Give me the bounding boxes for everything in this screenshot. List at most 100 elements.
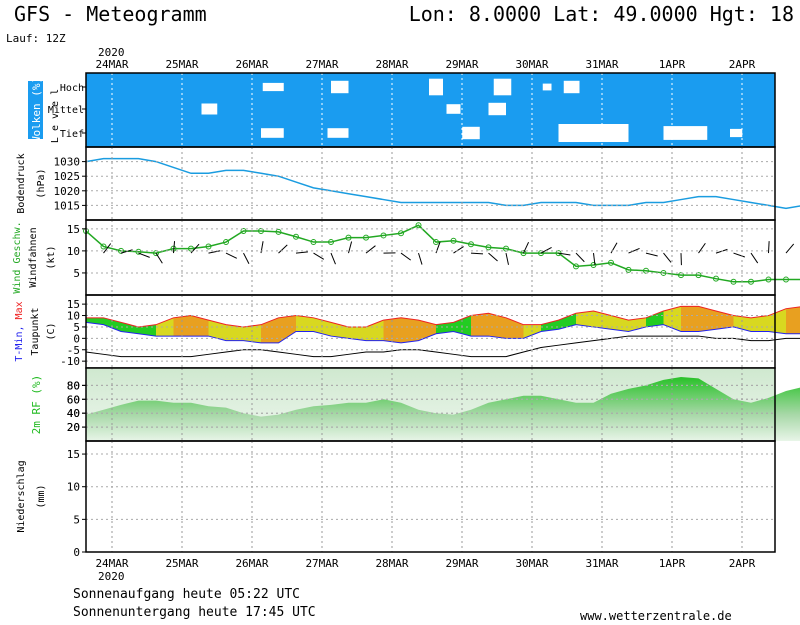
cloud-block — [331, 80, 349, 94]
temperature-band-segment — [681, 306, 699, 332]
wind-speed-point — [240, 228, 247, 235]
wind-speed-point — [275, 228, 282, 235]
wind-speed-point — [293, 233, 299, 240]
panel-ylabel2: Windfahnen — [28, 227, 39, 287]
panel-ylabel: 2m RF (%) — [30, 375, 43, 435]
wind-barb — [733, 252, 746, 258]
y-tick-label: 0 — [73, 332, 80, 345]
temperature-band-segment — [646, 310, 664, 327]
temperature-band-segment — [768, 308, 786, 334]
tmin-line — [85, 321, 800, 344]
date-label-bottom: 27MAR — [305, 557, 338, 570]
wind-barb — [575, 252, 585, 263]
date-label-top: 1APR — [659, 58, 686, 71]
y-tick-label: 15 — [67, 448, 80, 461]
wind-barb — [330, 252, 336, 265]
y-tick-label: 20 — [67, 421, 80, 434]
cloud-block — [730, 128, 743, 138]
temperature-band-segment — [296, 315, 314, 332]
wind-speed-point — [345, 234, 352, 241]
y-tick-label: 15 — [67, 223, 80, 236]
temperature-band-segment — [541, 320, 559, 332]
y-tick-label: 80 — [67, 379, 80, 392]
wind-barb — [698, 242, 706, 254]
date-label-bottom: 24MAR — [95, 557, 128, 570]
wind-speed-point — [398, 230, 404, 237]
cloud-level-label: Tief — [60, 129, 84, 140]
cloud-block — [558, 124, 629, 142]
wind-speed-point — [783, 276, 789, 283]
cloud-block — [429, 78, 443, 96]
y-tick-label: 5 — [73, 321, 80, 334]
panel-ylabel: Wolken (%) — [30, 77, 43, 143]
cloud-block — [563, 80, 580, 94]
panel-ylabel: Wind Geschw. — [12, 221, 23, 293]
dewpoint-line — [85, 335, 800, 358]
panel-ylabel2: (mm) — [36, 484, 47, 508]
wind-speed-point — [520, 250, 527, 257]
y-tick-label: 5 — [73, 513, 80, 526]
wind-speed-point — [118, 247, 124, 254]
temperature-band-segment — [226, 324, 244, 341]
wind-barb — [120, 249, 133, 254]
wind-speed-point — [765, 276, 772, 283]
panel-ylabel3: (kt) — [46, 245, 57, 269]
wind-speed-point — [135, 248, 142, 255]
y-tick-label: 1020 — [54, 185, 81, 198]
date-label-top: 28MAR — [375, 58, 408, 71]
wind-speed-point — [363, 234, 369, 241]
wind-barb — [750, 252, 759, 264]
wind-barb — [225, 252, 238, 259]
wind-speed-point — [730, 278, 737, 285]
wind-barb — [523, 242, 530, 254]
wind-speed-point — [485, 244, 492, 251]
date-label-top: 31MAR — [585, 58, 618, 71]
cloud-label-box — [28, 81, 43, 139]
location-readout: Lon: 8.0000 Lat: 49.0000 Hgt: 18 — [408, 2, 794, 26]
temperature-band-segment — [716, 310, 734, 330]
wind-speed-point — [748, 278, 754, 285]
date-label-bottom: 1APR — [659, 557, 686, 570]
date-label-bottom: 29MAR — [445, 557, 478, 570]
y-tick-label: 20 — [67, 421, 80, 434]
wind-speed-point — [713, 275, 719, 282]
temperature-band-segment — [786, 306, 800, 334]
wind-barb — [208, 250, 221, 254]
cloud-block — [493, 78, 512, 96]
y-tick-label: 10 — [67, 481, 80, 494]
wind-speed-point — [433, 239, 439, 246]
y-tick-label: 10 — [67, 245, 80, 258]
temperature-band-segment — [348, 326, 366, 341]
temperature-band-segment — [156, 317, 174, 337]
date-label-bottom: 31MAR — [585, 557, 618, 570]
wind-speed-point — [695, 272, 702, 279]
date-label-top: 2APR — [729, 58, 756, 71]
temperature-band-segment — [121, 322, 139, 334]
temperature-band-segment — [663, 306, 681, 332]
panel-ylabel: Niederschlag — [16, 460, 27, 532]
wind-speed-point — [468, 241, 474, 248]
temperature-band-segment — [611, 315, 629, 332]
wind-barb — [243, 252, 250, 265]
temperature-band-segment — [401, 317, 419, 343]
wind-barb — [190, 243, 200, 254]
wind-barb — [418, 252, 423, 265]
temperature-band-segment — [278, 315, 296, 343]
wind-barb — [278, 244, 288, 254]
cloud-block — [327, 128, 349, 138]
panel-pressure — [85, 157, 800, 210]
wind-barb — [348, 241, 353, 254]
panel-frame — [85, 440, 776, 553]
date-label-bottom: 26MAR — [235, 557, 268, 570]
wind-barb — [173, 241, 176, 254]
wind-speed-point — [223, 239, 229, 246]
wind-speed-point — [205, 243, 212, 250]
panel-wind — [83, 222, 800, 285]
wind-barb — [610, 242, 618, 254]
temperature-band-segment — [733, 315, 751, 332]
temperature-band-segment — [751, 315, 769, 332]
wind-speed-point — [100, 243, 107, 250]
y-tick-label: 1015 — [54, 199, 81, 212]
y-tick-label: -5 — [67, 344, 80, 357]
